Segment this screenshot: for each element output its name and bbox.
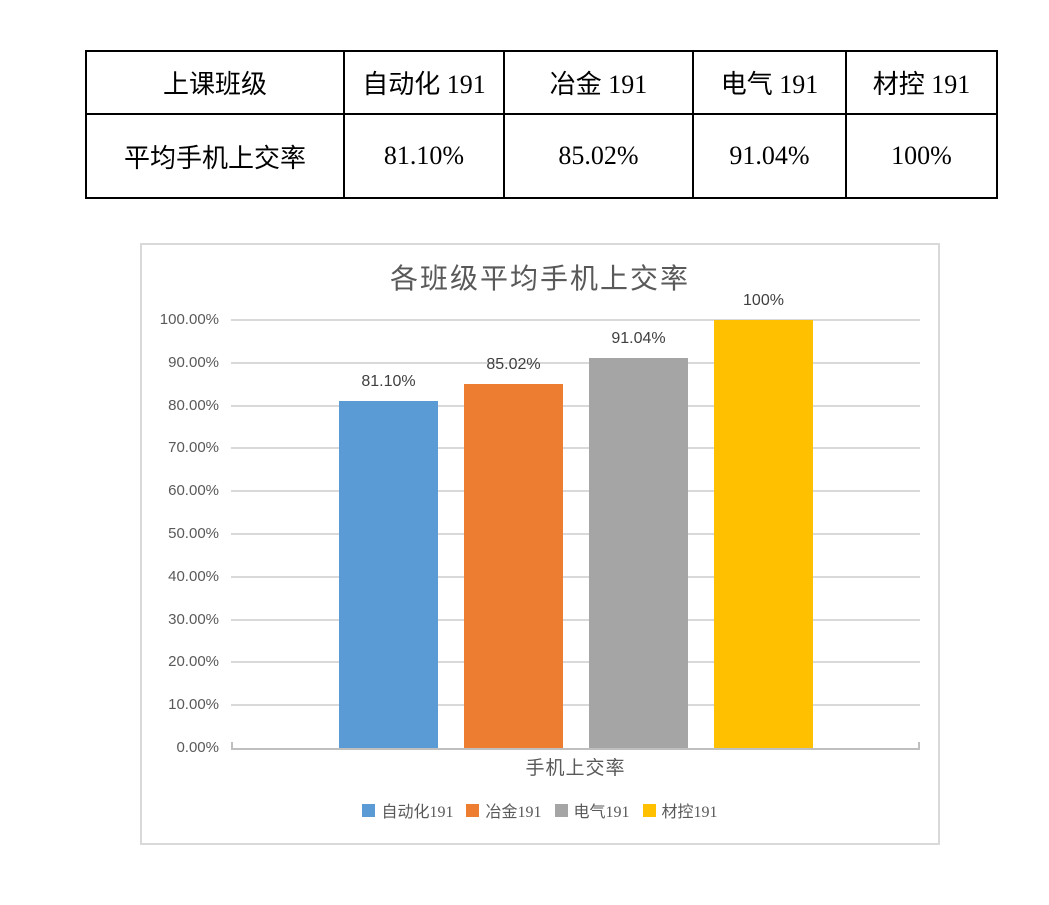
bar-自动化191: [339, 400, 438, 748]
legend-item-自动化191: 自动化191: [362, 798, 453, 822]
table-header-cell: 电气 191: [692, 50, 847, 115]
bar-材控191: [714, 320, 813, 748]
gridline: [231, 618, 920, 621]
y-axis-tick-label: 60.00%: [168, 482, 219, 500]
gridline: [231, 533, 920, 535]
table-row: 上课班级 自动化 191 冶金 191 电气 191 材控 191: [85, 50, 998, 115]
summary-table: 上课班级 自动化 191 冶金 191 电气 191 材控 191 平均手机上交率 81.1…: [85, 50, 998, 199]
y-axis-tick-label: 40.00%: [168, 567, 219, 585]
y-axis-tick-label: 0.00%: [176, 739, 219, 756]
y-axis-tick-label: 50.00%: [168, 525, 219, 542]
legend-swatch-icon: [554, 803, 568, 817]
table-value-cell: 85.02%: [503, 113, 694, 199]
gridline: [231, 447, 920, 450]
table-value-cell: 100%: [845, 113, 998, 199]
y-axis-tick-label: 20.00%: [168, 653, 219, 671]
axis-end-tick: [231, 742, 233, 750]
legend-label: 自动化191: [381, 804, 454, 821]
summary-table-body: 上课班级 自动化 191 冶金 191 电气 191 材控 191 平均手机上交率 81.1…: [85, 50, 998, 199]
table-header-cell: 材控 191: [845, 50, 998, 115]
x-axis-line: [231, 748, 920, 750]
legend-item-冶金191: 冶金191: [466, 798, 542, 822]
table-header-cell: 自动化 191: [343, 50, 505, 115]
legend-label: 材控191: [661, 804, 718, 821]
bar-data-label: 81.10%: [361, 372, 416, 390]
chart-legend: 自动化191 冶金191 电气191 材控191: [142, 798, 938, 822]
gridline: [231, 490, 920, 493]
bar-data-label: 100%: [743, 292, 784, 309]
legend-swatch-icon: [642, 803, 656, 817]
legend-label: 电气191: [573, 804, 630, 821]
bar-data-label: 85.02%: [486, 356, 541, 374]
y-axis-tick-label: 10.00%: [168, 696, 219, 714]
gridline: [231, 361, 920, 364]
gridline: [231, 319, 920, 321]
y-axis-tick-label: 30.00%: [168, 610, 219, 628]
gridline: [231, 575, 920, 578]
bar-冶金191: [464, 384, 563, 748]
table-value-cell: 81.10%: [343, 113, 505, 199]
legend-label: 冶金191: [485, 804, 542, 821]
y-axis-tick-label: 70.00%: [168, 439, 219, 457]
table-row: 平均手机上交率 81.10% 85.02% 91.04% 100%: [85, 113, 998, 199]
table-header-cell: 上课班级: [85, 50, 345, 115]
table-header-cell: 冶金 191: [503, 50, 694, 115]
legend-item-电气191: 电气191: [554, 798, 630, 822]
y-axis-tick-label: 100.00%: [159, 311, 219, 328]
y-axis-tick-label: 80.00%: [168, 396, 219, 414]
legend-swatch-icon: [362, 803, 376, 817]
chart-container: 各班级平均手机上交率 0.00% 10.00% 20.00% 30.00% 40.00%…: [140, 243, 940, 845]
gridline: [231, 661, 920, 664]
chart-title: 各班级平均手机上交率: [389, 264, 690, 295]
table-value-cell: 91.04%: [692, 113, 847, 199]
x-axis-category-label: 手机上交率: [525, 758, 626, 779]
bar-电气191: [589, 358, 688, 748]
bar-data-label: 91.04%: [611, 330, 666, 348]
gridline: [231, 404, 920, 407]
axis-end-tick: [918, 742, 920, 750]
gridline: [231, 704, 920, 707]
legend-swatch-icon: [466, 803, 480, 817]
legend-item-材控191: 材控191: [642, 798, 718, 822]
y-axis-tick-label: 90.00%: [168, 353, 219, 371]
table-value-cell: 平均手机上交率: [85, 113, 345, 199]
plot-area: 0.00% 10.00% 20.00% 30.00% 40.00% 50.00% 60.00…: [142, 245, 938, 843]
